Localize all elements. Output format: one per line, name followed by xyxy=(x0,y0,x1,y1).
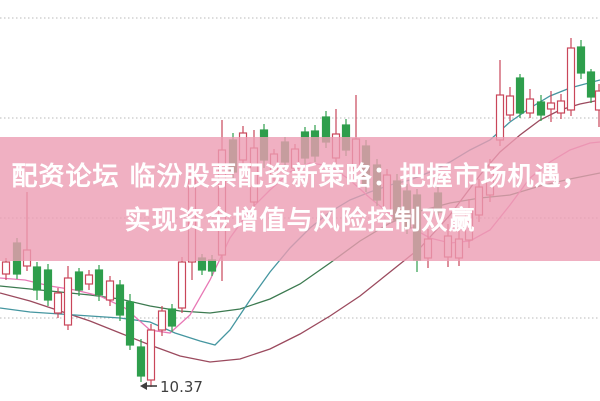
candle-up xyxy=(566,47,576,111)
candle-down xyxy=(32,266,42,291)
low-arrow-head xyxy=(140,382,147,390)
candle-up xyxy=(1,261,11,275)
candle-up xyxy=(525,98,535,114)
candle-up xyxy=(63,277,73,326)
headline-line-1: 配资论坛 临汾股票配资新策略：把握市场机遇， xyxy=(11,162,589,192)
candle-down xyxy=(536,101,546,116)
candle-up xyxy=(546,102,556,110)
low-price-label: 10.37 xyxy=(160,378,203,396)
candle-up xyxy=(53,292,63,314)
candle-down xyxy=(74,271,84,291)
candle-down xyxy=(43,269,53,301)
candle-up xyxy=(157,310,167,331)
ma-line-maroon xyxy=(0,99,600,363)
candle-up xyxy=(594,90,600,111)
candle-down xyxy=(136,346,146,377)
candle-up xyxy=(146,329,156,381)
candle-down xyxy=(115,284,125,316)
headline-line-2: 实现资金增值与风险控制双赢 xyxy=(124,206,476,236)
candle-up xyxy=(556,100,566,114)
candle-up xyxy=(105,280,115,301)
candle-down xyxy=(207,259,217,272)
candle-up xyxy=(84,274,94,285)
headline-banner: 配资论坛 临汾股票配资新策略：把握市场机遇， 实现资金增值与风险控制双赢 xyxy=(0,137,600,261)
candle-down xyxy=(94,269,104,296)
candle-up xyxy=(177,261,187,309)
candle-down xyxy=(576,46,586,74)
candle-down xyxy=(515,77,525,114)
candle-up xyxy=(505,95,515,116)
candle-down xyxy=(167,308,177,327)
candle-down xyxy=(125,301,135,346)
candle-up xyxy=(495,94,505,141)
candle-down xyxy=(586,71,596,98)
